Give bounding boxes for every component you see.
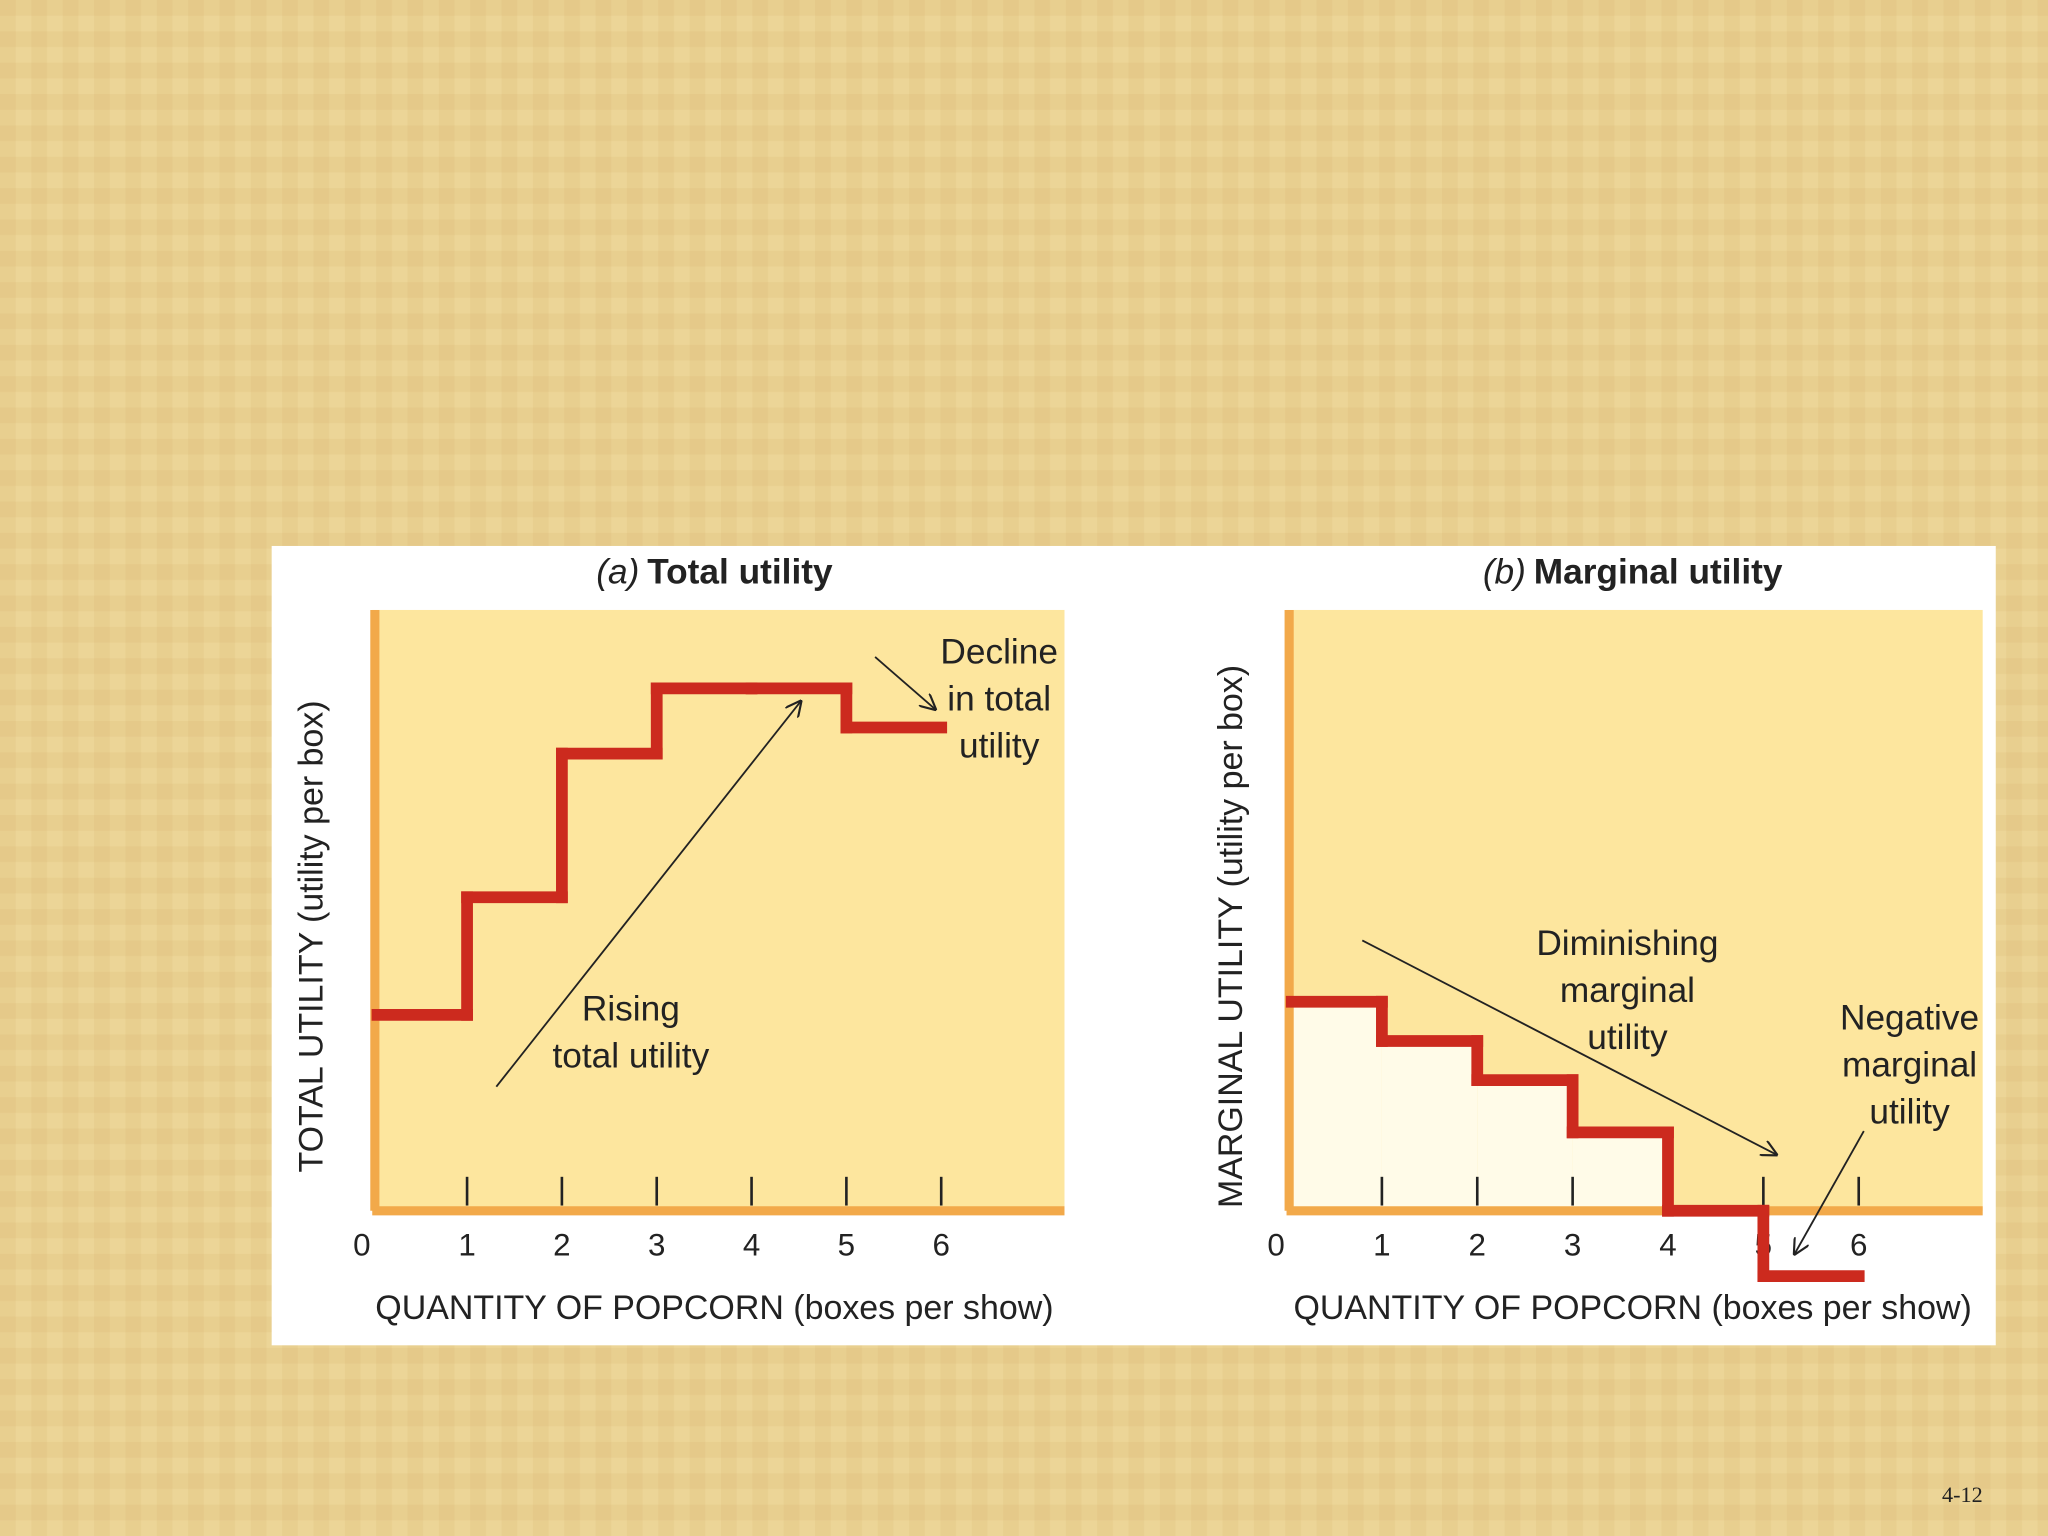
panel-label: (a) <box>596 553 639 592</box>
x-tick-label: 1 <box>1373 1228 1390 1263</box>
x-tick-label: 4 <box>1659 1228 1676 1263</box>
annotation-arrow <box>495 701 800 1088</box>
x-tick-label: 0 <box>1267 1228 1284 1263</box>
annotation: utility <box>1587 1018 1668 1057</box>
annotation: utility <box>1869 1092 1950 1131</box>
x-axis-label: QUANTITY OF POPCORN (boxes per show) <box>1294 1289 1972 1327</box>
area <box>1477 1080 1573 1211</box>
area <box>1381 1040 1478 1211</box>
x-tick-label: 4 <box>743 1228 760 1263</box>
x-tick-label: 5 <box>838 1228 855 1263</box>
annotation: utility <box>959 727 1040 766</box>
panel-label: (b) <box>1483 553 1526 592</box>
annotation: in total <box>947 680 1051 719</box>
annotation: Negative <box>1840 998 1979 1037</box>
y-axis-label: TOTAL UTILITY (utility per box) <box>292 700 330 1172</box>
annotation: Diminishing <box>1536 924 1718 963</box>
annotation-arrow <box>874 656 935 709</box>
annotation: Decline <box>940 633 1058 672</box>
title-text: Marginal utility <box>1534 553 1783 592</box>
x-tick-label: 6 <box>1850 1228 1867 1263</box>
area <box>1286 1001 1382 1211</box>
x-tick-label: 6 <box>932 1228 949 1263</box>
x-tick-label: 0 <box>353 1228 370 1263</box>
y-axis-label: MARGINAL UTILITY (utility per box) <box>1212 665 1250 1208</box>
x-tick-label: 2 <box>553 1228 570 1263</box>
slide-number: 4-12 <box>1942 1482 1983 1507</box>
x-tick-label: 2 <box>1469 1228 1486 1263</box>
annotation: Rising <box>582 989 680 1028</box>
x-tick-label: 3 <box>1564 1228 1581 1263</box>
annotation-arrow <box>1361 939 1776 1154</box>
title-text: Total utility <box>647 553 833 592</box>
annotation: total utility <box>552 1036 709 1075</box>
x-tick-label: 3 <box>648 1228 665 1263</box>
x-axis-label: QUANTITY OF POPCORN (boxes per show) <box>375 1289 1053 1327</box>
x-tick-label: 1 <box>458 1228 475 1263</box>
chart-title: (a) Total utility <box>596 553 833 592</box>
chart-title: (b) Marginal utility <box>1483 553 1783 592</box>
annotation: marginal <box>1560 971 1695 1010</box>
area <box>1572 1132 1668 1211</box>
annotation-arrow <box>1795 1130 1865 1254</box>
plot-area <box>372 609 1065 1211</box>
annotation: marginal <box>1842 1045 1977 1084</box>
